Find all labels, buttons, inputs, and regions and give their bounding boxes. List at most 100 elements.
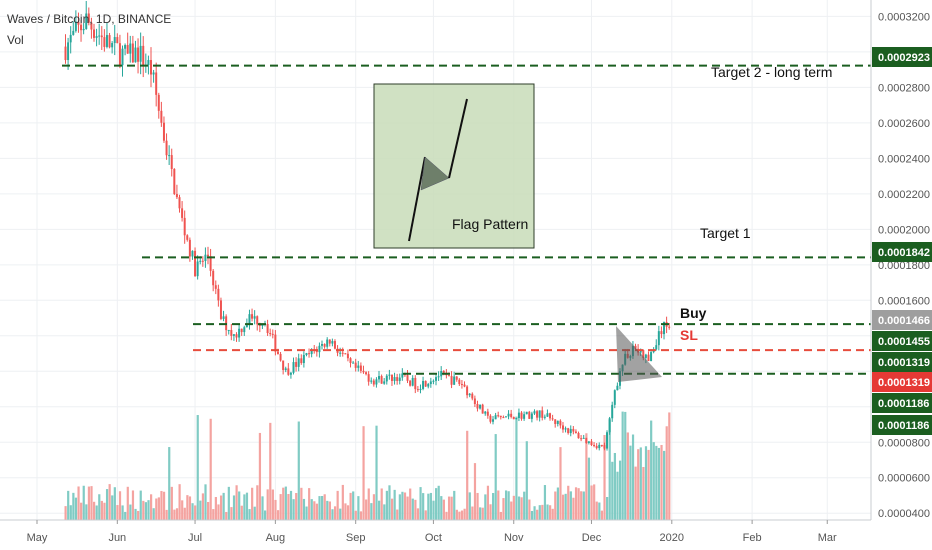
candle-body xyxy=(292,362,295,373)
symbol-title[interactable]: Waves / Bitcoin, 1D, BINANCE xyxy=(7,12,171,26)
price-tick-label: 0.0000600 xyxy=(878,473,930,485)
volume-bar xyxy=(468,492,471,520)
volume-bar xyxy=(393,489,396,520)
volume-bar xyxy=(126,486,129,520)
candle-body xyxy=(269,333,272,335)
candle-body xyxy=(598,444,601,449)
volume-bar xyxy=(113,487,116,520)
volume-indicator-label[interactable]: Vol xyxy=(7,33,24,47)
candle-body xyxy=(466,386,469,396)
candle-body xyxy=(219,300,222,319)
price-tick-labels: 0.00004000.00006000.00008000.00010000.00… xyxy=(878,11,930,520)
price-tick-label: 0.0001800 xyxy=(878,260,930,272)
time-tick-label: Jun xyxy=(108,532,126,544)
candle-body xyxy=(243,327,246,333)
volume-bar xyxy=(207,501,210,520)
volume-bar xyxy=(582,491,585,520)
candle-body xyxy=(546,413,549,417)
candle-body xyxy=(479,404,482,409)
volume-bar xyxy=(577,488,580,520)
candle-body xyxy=(463,384,466,387)
price-tick-label: 0.0002800 xyxy=(878,82,930,94)
time-axis[interactable]: May Jun Jul Aug Sep Oct Nov Dec 2020 Feb Mar xyxy=(0,519,871,544)
candle-body xyxy=(497,415,500,417)
candle-body xyxy=(328,339,331,344)
candle-body xyxy=(525,411,528,415)
candle-body xyxy=(222,316,225,319)
candle-body xyxy=(533,411,536,414)
volume-bar xyxy=(300,487,303,520)
volume-bar xyxy=(603,434,606,520)
candle-body xyxy=(289,372,292,375)
volume-bar xyxy=(499,511,502,520)
candle-body xyxy=(349,358,352,363)
candle-body xyxy=(131,43,134,63)
candle-body xyxy=(647,354,650,362)
price-badge-label: 0.0001319 xyxy=(878,377,930,389)
volume-bar xyxy=(295,493,298,520)
price-axis[interactable]: 0.00004000.00006000.00008000.00010000.00… xyxy=(870,0,932,520)
volume-bar xyxy=(318,496,321,520)
candle-body xyxy=(362,370,365,373)
candle-body xyxy=(310,349,313,355)
candle-body xyxy=(608,418,611,433)
volume-bar xyxy=(196,415,199,520)
volume-bar xyxy=(440,496,443,520)
candle-body xyxy=(103,37,106,47)
volume-bar xyxy=(543,485,547,520)
candle-body xyxy=(287,368,290,375)
candle-body xyxy=(655,345,658,350)
time-tick-label: Dec xyxy=(582,532,602,544)
candle-body xyxy=(528,411,531,419)
candle-body xyxy=(383,381,386,384)
price-badge xyxy=(872,372,932,392)
candle-body xyxy=(124,45,127,49)
candle-body xyxy=(359,365,362,371)
volume-bar xyxy=(191,503,194,520)
candle-body xyxy=(354,362,357,368)
candle-body xyxy=(440,371,443,377)
volume-bar xyxy=(261,496,264,520)
volume-bar xyxy=(668,412,671,520)
price-badge xyxy=(872,352,932,372)
candle-body xyxy=(378,376,381,380)
volume-bar xyxy=(422,493,425,520)
candle-body xyxy=(611,404,614,419)
volume-bar xyxy=(108,484,111,520)
candle-body xyxy=(279,353,282,361)
candle-body xyxy=(93,29,96,38)
candle-body xyxy=(523,414,526,419)
candle-body xyxy=(82,28,85,31)
price-tick-label: 0.0002000 xyxy=(878,224,930,236)
volume-bar xyxy=(569,491,572,520)
volume-bar xyxy=(663,450,666,520)
time-tick-label: May xyxy=(27,532,48,544)
volume-bar xyxy=(657,447,661,520)
volume-bar xyxy=(230,507,233,520)
price-badge xyxy=(872,242,932,262)
volume-bar xyxy=(517,496,521,520)
candle-body xyxy=(489,415,492,422)
candle-body xyxy=(484,411,487,414)
volume-bar xyxy=(305,506,308,520)
volume-bar xyxy=(170,486,173,520)
volume-bar xyxy=(359,511,363,520)
candle-body xyxy=(499,415,502,418)
volume-bar xyxy=(616,471,619,520)
volume-bar xyxy=(512,495,515,520)
price-tick-label: 0.0000800 xyxy=(878,437,930,449)
volume-bar xyxy=(362,426,365,520)
candle-body xyxy=(333,341,336,349)
volume-bar xyxy=(652,442,655,520)
volume-bar xyxy=(64,506,67,520)
candle-body xyxy=(398,377,401,381)
volume-bar xyxy=(598,502,601,520)
price-badge-label: 0.0001455 xyxy=(878,336,930,348)
volume-bar xyxy=(168,447,171,520)
candle-body xyxy=(121,48,124,66)
candle-body xyxy=(406,375,409,381)
volume-bar xyxy=(590,485,593,520)
time-tick-label: Sep xyxy=(346,532,366,544)
volume-bar xyxy=(642,467,645,520)
